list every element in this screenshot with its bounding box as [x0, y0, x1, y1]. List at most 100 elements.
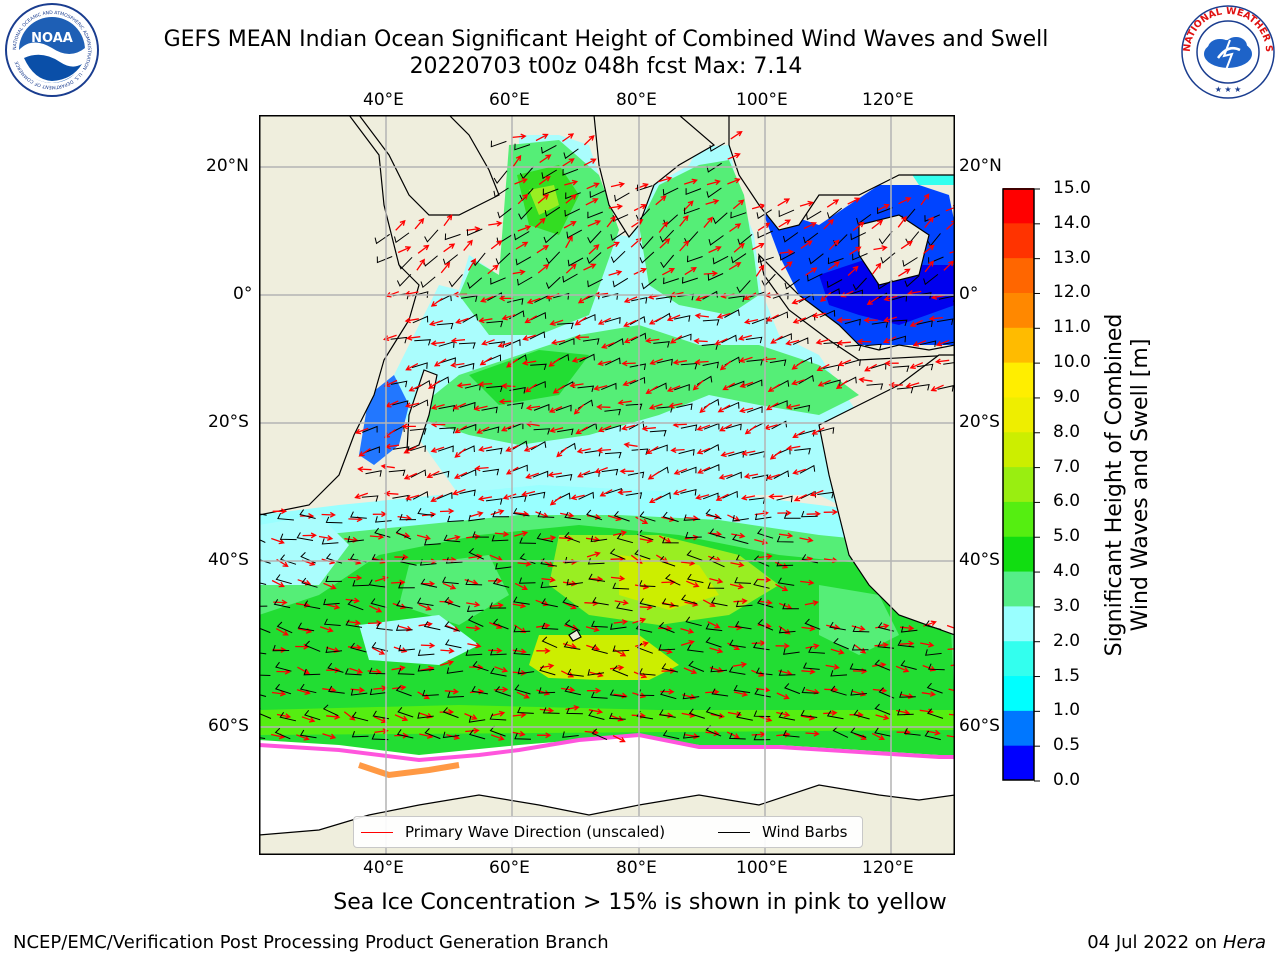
lon-tick-top: 100°E: [736, 90, 788, 110]
wave-direction-arrow: [408, 384, 422, 392]
colorbar-tick-label: 3.0: [1053, 595, 1081, 616]
footer-date: 04 Jul 2022 on Hera: [1087, 932, 1266, 953]
wind-barb: [468, 514, 485, 522]
wind-barb: [734, 576, 752, 584]
wind-barb: [412, 491, 429, 500]
wind-barb: [782, 729, 800, 738]
footer-credit: NCEP/EMC/Verification Post Processing Pr…: [13, 932, 609, 953]
wave-direction-arrow: [606, 241, 620, 250]
legend-label: Primary Wave Direction (unscaled): [405, 823, 666, 841]
wind-barb: [518, 206, 533, 220]
wave-direction-arrow: [498, 295, 514, 302]
wind-barb: [555, 473, 573, 481]
wave-direction-arrow: [272, 647, 287, 653]
wave-direction-arrow: [491, 710, 506, 717]
wave-direction-arrow: [921, 691, 937, 697]
wind-barb: [513, 625, 531, 633]
wave-direction-arrow: [856, 338, 872, 345]
wave-direction-arrow: [684, 178, 698, 185]
wind-barb: [874, 659, 891, 671]
wave-direction-arrow: [696, 424, 711, 432]
wave-direction-arrow: [645, 337, 660, 344]
wave-direction-arrow: [524, 383, 537, 393]
wind-barb: [900, 626, 918, 633]
wind-barb: [390, 380, 408, 388]
wave-direction-arrow: [729, 223, 742, 233]
legend-swatch-red: [361, 832, 393, 833]
noaa-logo: NOAA NATIONAL OCEANIC AND ATMOSPHERIC AD…: [5, 3, 99, 97]
wind-barb: [364, 446, 380, 454]
colorbar-tick-label: 1.5: [1053, 665, 1081, 686]
wave-direction-arrow: [524, 315, 538, 324]
wind-barb: [604, 408, 621, 416]
wave-direction-arrow: [549, 319, 564, 326]
wave-direction-arrow: [680, 627, 695, 634]
colorbar-tick-label: 0.5: [1053, 735, 1081, 756]
wind-barb: [769, 359, 787, 367]
wave-direction-arrow: [358, 448, 371, 457]
wind-barb: [344, 668, 362, 676]
wind-barb: [304, 640, 321, 652]
wave-direction-arrow: [875, 623, 890, 630]
wave-direction-arrow: [416, 258, 425, 271]
wind-barb: [372, 710, 390, 720]
wave-direction-arrow: [709, 577, 724, 584]
wave-direction-arrow: [920, 193, 930, 206]
wind-barb: [844, 344, 862, 352]
wave-direction-arrow: [428, 380, 441, 389]
wind-barb: [396, 600, 413, 609]
wind-barb: [541, 622, 559, 630]
wave-direction-arrow: [463, 239, 473, 252]
wave-direction-arrow: [852, 221, 865, 232]
wave-direction-arrow: [466, 601, 481, 608]
wind-barb: [489, 602, 507, 609]
wind-barb: [731, 253, 747, 264]
wave-direction-arrow: [705, 730, 720, 737]
wave-direction-arrow: [534, 217, 546, 228]
wave-direction-arrow: [537, 263, 550, 274]
wave-direction-arrow: [875, 714, 890, 721]
wave-direction-arrow: [469, 664, 484, 671]
wave-direction-arrow: [617, 489, 632, 496]
wind-barb: [533, 428, 551, 435]
wind-barb: [661, 598, 679, 607]
wave-direction-arrow: [446, 534, 461, 541]
wind-barb: [725, 423, 742, 431]
wave-direction-arrow: [322, 733, 337, 740]
wind-barb: [509, 386, 526, 394]
colorbar-swatch: [1003, 710, 1034, 746]
wind-barb: [936, 318, 954, 325]
colorbar-tick-label: 15.0: [1053, 178, 1091, 198]
wind-barb: [274, 727, 291, 740]
wind-barb: [504, 339, 521, 347]
wave-direction-arrow: [825, 663, 840, 670]
wave-direction-arrow: [511, 730, 526, 737]
wind-barb: [468, 547, 485, 560]
wave-direction-arrow: [347, 574, 363, 581]
wind-barb: [361, 495, 379, 502]
wave-direction-arrow: [469, 511, 484, 518]
wind-barb: [892, 365, 910, 373]
wave-direction-arrow: [699, 403, 711, 414]
wave-direction-arrow: [684, 266, 697, 276]
wave-direction-arrow: [801, 668, 816, 675]
wind-barb: [926, 708, 944, 719]
wind-barb: [779, 251, 796, 261]
wave-direction-arrow: [912, 340, 927, 347]
wind-barb: [782, 232, 799, 243]
wind-barb: [844, 318, 861, 326]
wave-direction-arrow: [661, 268, 675, 276]
colorbar-swatch: [1003, 222, 1034, 259]
wind-barb: [754, 513, 772, 521]
wave-direction-arrow: [743, 318, 759, 325]
wind-barb: [826, 710, 844, 720]
wind-barb: [784, 278, 800, 290]
wind-barb: [483, 426, 500, 434]
wind-barb: [778, 209, 795, 218]
wave-direction-arrow: [909, 362, 924, 369]
wave-direction-arrow: [934, 358, 950, 365]
wind-barb: [530, 441, 547, 451]
wind-barb: [728, 732, 746, 740]
wind-barb: [681, 276, 698, 284]
wind-barb: [662, 511, 679, 523]
